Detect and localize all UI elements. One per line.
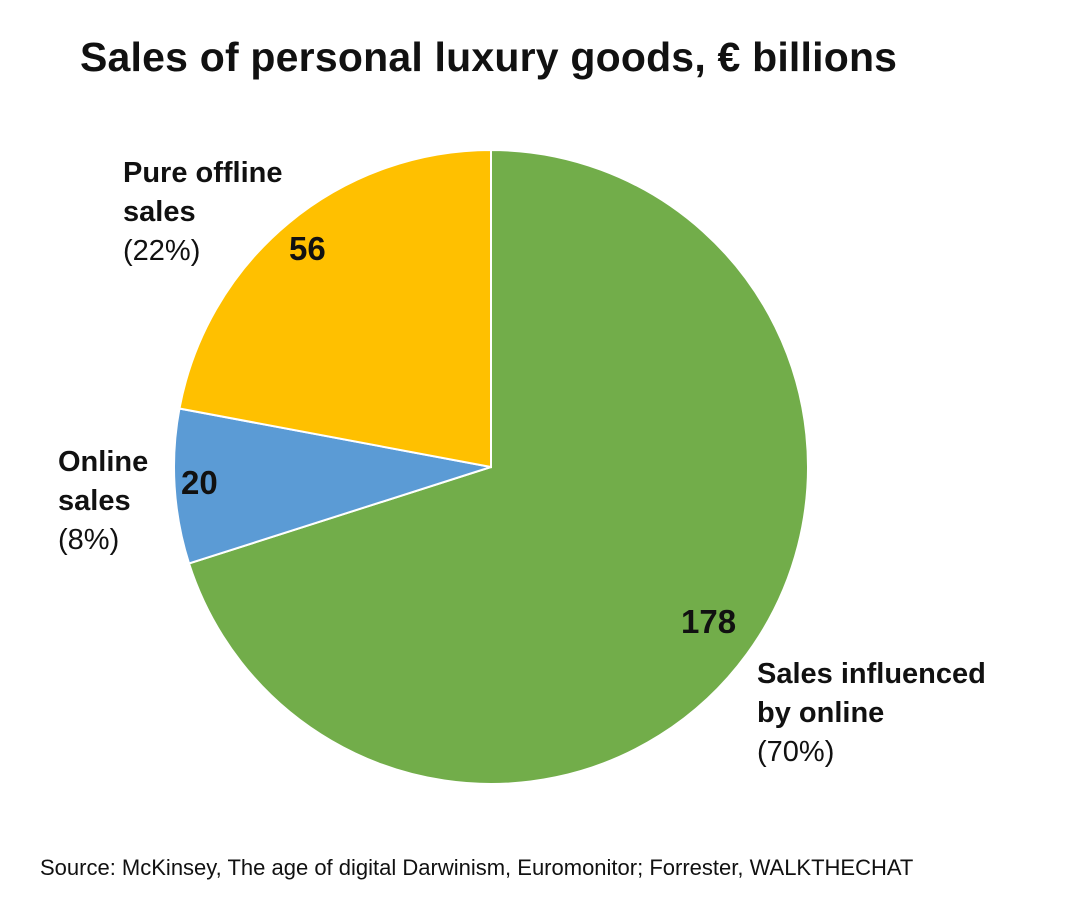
pie-slice-sales-influenced-by-online xyxy=(187,148,809,785)
value-label-online-sales: 20 xyxy=(181,464,218,501)
value-label-pure-offline: 56 xyxy=(289,230,326,267)
category-name-line2: sales xyxy=(123,196,196,228)
pie-slice-online-sales xyxy=(173,407,492,565)
chart-title: Sales of personal luxury goods, € billio… xyxy=(80,34,898,80)
category-percent: (70%) xyxy=(757,736,835,768)
value-label-sales-influenced: 178 xyxy=(681,603,737,640)
category-percent: (8%) xyxy=(58,524,120,556)
category-name-line1: Pure offline xyxy=(123,157,283,189)
category-name-line1: Sales influenced xyxy=(757,658,986,690)
pie-slice-pure-offline-sales xyxy=(178,148,492,469)
category-name-line2: by online xyxy=(757,697,885,729)
category-name-line1: Online xyxy=(58,446,149,478)
category-name-line2: sales xyxy=(58,485,131,517)
category-label-sales-influenced: Sales influenced by online (70%) xyxy=(757,655,986,772)
category-percent: (22%) xyxy=(123,235,201,267)
category-label-online-sales: Online sales (8%) xyxy=(58,443,148,560)
category-label-pure-offline: Pure offline sales (22%) xyxy=(123,154,283,271)
source-note: Source: McKinsey, The age of digital Dar… xyxy=(40,855,914,880)
